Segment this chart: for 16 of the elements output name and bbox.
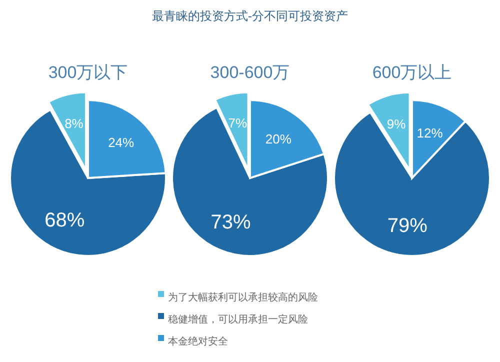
chart-subtitle: 300-600万 xyxy=(210,63,290,82)
chart-subtitle: 300万以下 xyxy=(48,63,128,82)
legend-label: 为了大幅获利可以承担较高的风险 xyxy=(168,292,318,304)
data-label: 68% xyxy=(44,209,85,232)
chart-title: 最青睐的投资方式-分不同可投资资产 xyxy=(152,9,348,23)
data-label: 8% xyxy=(64,116,84,131)
data-label: 9% xyxy=(386,116,406,132)
chart-subtitle: 600万以上 xyxy=(372,63,452,82)
data-label: 20% xyxy=(265,131,292,146)
data-label: 79% xyxy=(387,215,428,238)
data-label: 7% xyxy=(228,115,248,130)
data-label: 73% xyxy=(210,211,252,234)
data-label: 24% xyxy=(108,135,135,150)
legend-label: 稳健增值，可以用承担一定风险 xyxy=(168,314,308,326)
data-label: 12% xyxy=(416,126,444,141)
legend-label: 本金绝对安全 xyxy=(168,336,228,348)
